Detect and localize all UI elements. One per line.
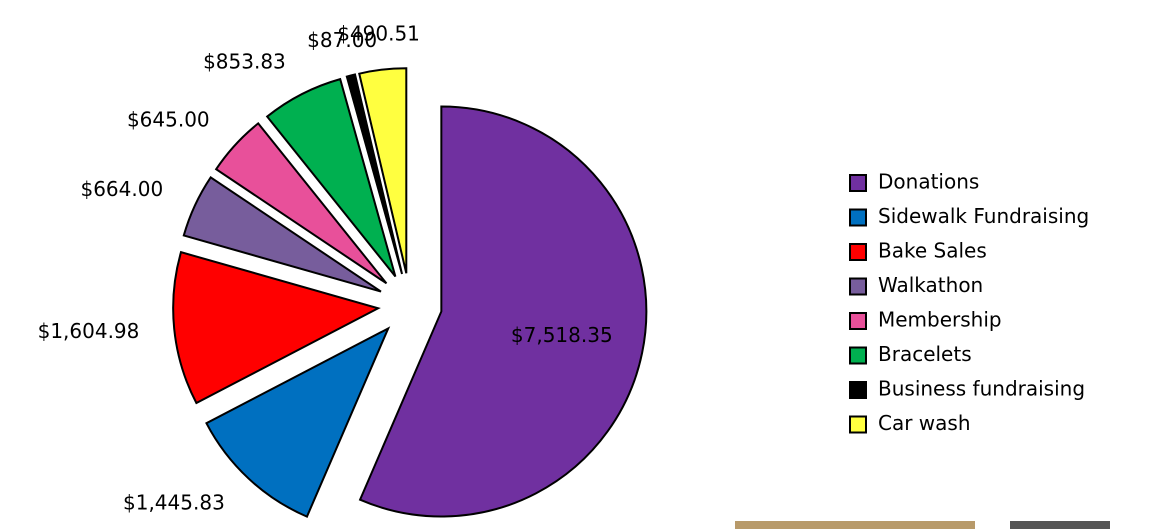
pie-slice: [265, 77, 397, 278]
legend-label: Walkathon: [878, 273, 983, 297]
data-label: $490.51: [337, 21, 420, 45]
legend-label: Bake Sales: [878, 239, 987, 263]
legend-swatch: [849, 174, 867, 192]
pie-slice: [214, 121, 388, 285]
legend-swatch: [849, 381, 867, 399]
legend-label: Bracelets: [878, 342, 972, 366]
legend-swatch: [849, 415, 867, 434]
pie-slice: [172, 250, 381, 405]
legend-label: Sidewalk Fundraising: [878, 204, 1089, 228]
pie-slice: [205, 326, 391, 518]
legend-label: Membership: [878, 308, 1002, 332]
pie-slice: [345, 73, 403, 275]
legend-swatch: [849, 277, 867, 296]
legend-label: Car wash: [878, 411, 971, 435]
data-label: $664.00: [80, 177, 163, 201]
pie-slice: [358, 67, 408, 274]
pie-slice: [182, 176, 382, 293]
data-label: $645.00: [127, 108, 210, 132]
data-label: $87.00: [307, 28, 377, 52]
photo-edge: [1010, 521, 1110, 529]
data-label: $1,445.83: [123, 491, 225, 515]
pie-slice: [358, 105, 648, 518]
legend-swatch: [849, 208, 867, 227]
photo-edge: [735, 521, 975, 529]
legend-label: Business fundraising: [878, 377, 1085, 401]
legend-swatch: [849, 312, 867, 330]
data-label: $853.83: [203, 50, 286, 74]
data-label: $1,604.98: [38, 319, 140, 343]
legend-label: Donations: [878, 170, 979, 194]
legend-swatch: [849, 243, 867, 261]
data-label: $7,518.35: [511, 323, 613, 347]
legend-swatch: [849, 346, 867, 365]
